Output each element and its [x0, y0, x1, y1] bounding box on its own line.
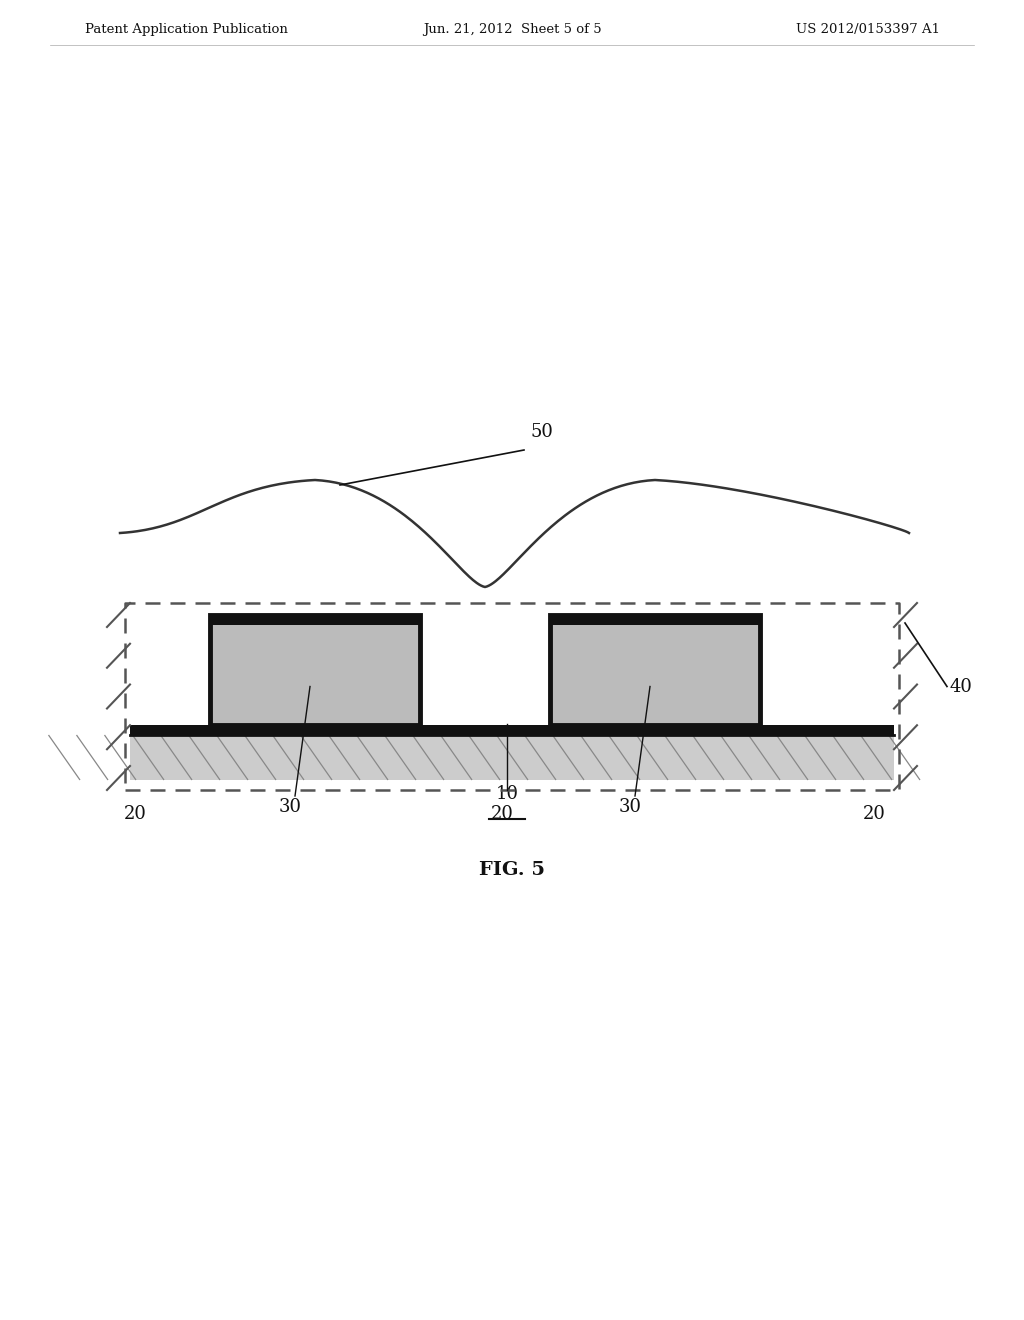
Text: Patent Application Publication: Patent Application Publication — [85, 24, 288, 37]
Bar — [210, 615, 420, 624]
Bar — [550, 615, 760, 624]
Text: 50: 50 — [530, 422, 553, 441]
Text: 40: 40 — [949, 677, 972, 696]
Bar — [550, 615, 760, 725]
Text: 30: 30 — [618, 799, 641, 816]
Bar — [130, 735, 894, 780]
Text: 10: 10 — [496, 785, 518, 803]
Text: 20: 20 — [862, 805, 886, 822]
Text: US 2012/0153397 A1: US 2012/0153397 A1 — [796, 24, 940, 37]
Text: 20: 20 — [490, 805, 513, 822]
Text: Jun. 21, 2012  Sheet 5 of 5: Jun. 21, 2012 Sheet 5 of 5 — [423, 24, 601, 37]
Text: FIG. 5: FIG. 5 — [479, 861, 545, 879]
Text: 30: 30 — [279, 799, 301, 816]
Text: 20: 20 — [124, 805, 146, 822]
Bar — [210, 615, 420, 725]
Bar — [130, 725, 894, 735]
